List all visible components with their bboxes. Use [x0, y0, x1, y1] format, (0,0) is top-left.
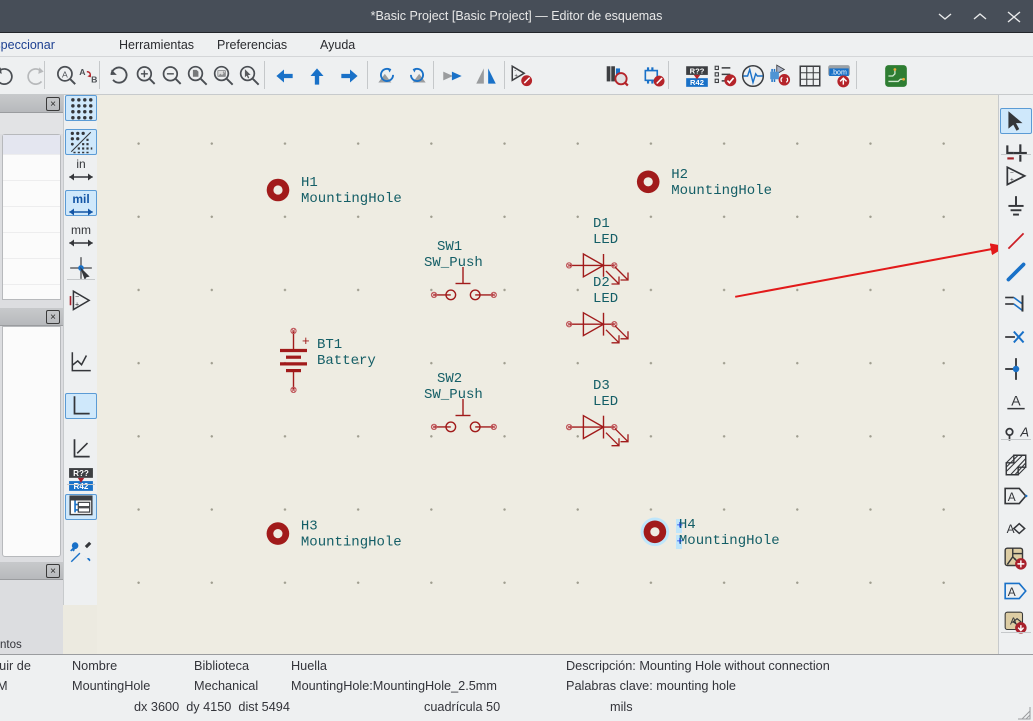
svg-text:H2: H2: [671, 167, 688, 183]
svg-text:BT1: BT1: [317, 337, 342, 353]
svg-text:R??: R??: [690, 66, 705, 75]
svg-text:A: A: [1008, 490, 1016, 504]
svg-text:D1: D1: [593, 216, 610, 232]
svg-text:H1: H1: [301, 175, 318, 191]
svg-text:+: +: [75, 301, 79, 308]
svg-text:D3: D3: [593, 378, 610, 394]
svg-text:B: B: [91, 75, 97, 85]
svg-text:+: +: [677, 521, 684, 533]
svg-text:+: +: [1010, 176, 1014, 183]
svg-text:−: −: [75, 294, 79, 301]
svg-text:LED: LED: [593, 394, 618, 410]
svg-text:+: +: [677, 537, 684, 549]
svg-text:Battery: Battery: [317, 353, 376, 369]
svg-text:MountingHole: MountingHole: [671, 183, 772, 199]
svg-text:SW2: SW2: [437, 371, 462, 387]
svg-text:A: A: [62, 70, 68, 80]
svg-text:.bom: .bom: [831, 69, 847, 76]
svg-text:−: −: [1010, 169, 1014, 176]
svg-text:A: A: [1008, 585, 1016, 599]
svg-text:LED: LED: [593, 232, 618, 248]
svg-text:LED: LED: [593, 291, 618, 307]
svg-text:SW_Push: SW_Push: [424, 387, 483, 403]
svg-text:R??: R??: [73, 469, 89, 478]
svg-text:R42: R42: [690, 78, 704, 87]
svg-text:A: A: [1019, 424, 1029, 439]
svg-text:A: A: [1011, 392, 1021, 408]
svg-text:A: A: [79, 67, 86, 77]
svg-text:SW1: SW1: [437, 239, 462, 255]
svg-text:+: +: [302, 333, 310, 348]
svg-text:+: +: [514, 73, 518, 79]
svg-text:SW_Push: SW_Push: [424, 255, 483, 271]
svg-text:MountingHole: MountingHole: [301, 535, 402, 551]
svg-text:MountingHole: MountingHole: [679, 533, 780, 549]
svg-text:MountingHole: MountingHole: [301, 191, 402, 207]
svg-text:D2: D2: [593, 275, 610, 291]
svg-text:H3: H3: [301, 519, 318, 535]
